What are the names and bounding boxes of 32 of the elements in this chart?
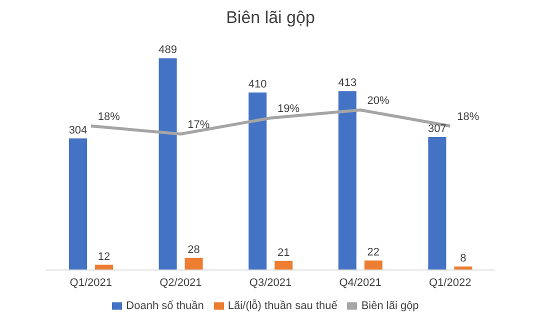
data-label: 18% — [457, 111, 480, 123]
bar — [364, 260, 382, 270]
bar — [274, 260, 293, 270]
data-label: 489 — [158, 44, 177, 56]
legend-label: Biên lãi gộp — [361, 300, 419, 312]
bar — [158, 58, 177, 270]
legend-label: Doanh số thuần — [126, 300, 204, 312]
data-label: 17% — [188, 119, 210, 131]
x-tick-label: Q3/2021 — [249, 276, 292, 289]
data-label: 12 — [98, 250, 110, 263]
x-tick-label: Q1/2022 — [429, 276, 472, 289]
bar — [69, 138, 87, 270]
legend-label: Lãi/(lỗ) thuần sau thuế — [228, 300, 338, 312]
data-label: 20% — [367, 95, 390, 107]
x-tick-label: Q1/2021 — [70, 276, 112, 289]
data-label: 410 — [248, 78, 267, 90]
bar — [428, 137, 446, 270]
x-tick-label: Q2/2021 — [160, 276, 202, 289]
bar — [184, 258, 203, 270]
x-tick-label: Q4/2021 — [339, 276, 382, 289]
data-label: 21 — [277, 246, 290, 259]
data-label: 413 — [338, 77, 357, 90]
data-label: 304 — [68, 124, 88, 136]
data-label: 28 — [188, 244, 200, 256]
bar — [338, 91, 356, 270]
bar — [248, 92, 267, 270]
data-label: 18% — [98, 111, 120, 123]
data-label: 19% — [277, 103, 300, 115]
data-label: 22 — [367, 246, 380, 258]
chart-title: Biên lãi gộp — [225, 8, 316, 29]
data-label: 8 — [460, 252, 466, 265]
data-label: 307 — [428, 123, 446, 136]
